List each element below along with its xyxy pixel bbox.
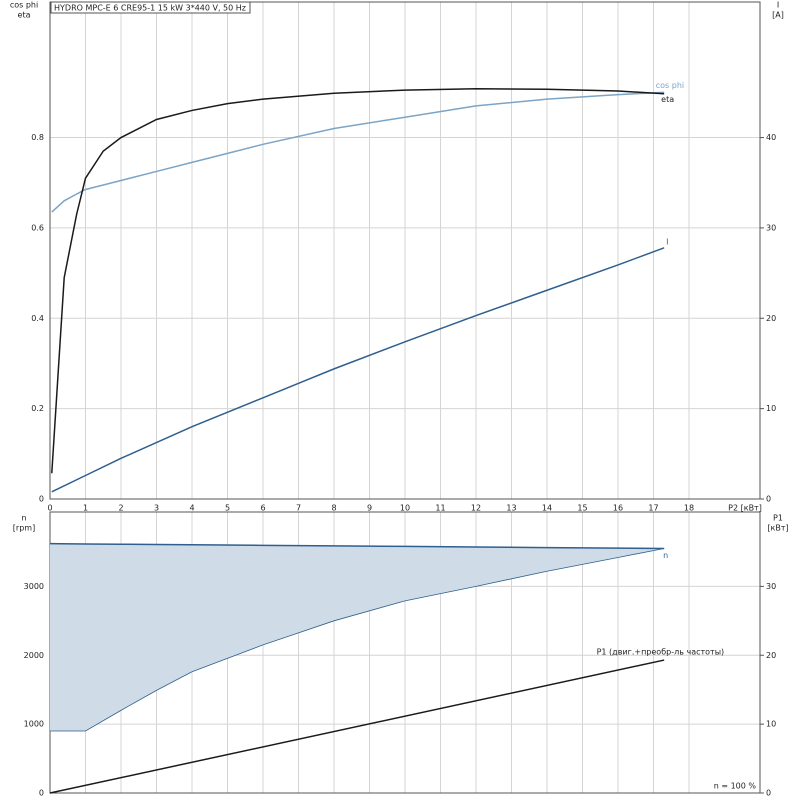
x-tick-label: 5	[225, 504, 230, 513]
y-tick-label: 0.8	[31, 133, 44, 142]
y2-tick-label: 0	[766, 789, 771, 798]
y2-label: P1	[773, 514, 783, 523]
y-label: eta	[18, 11, 31, 20]
y2-label: [A]	[772, 11, 784, 20]
x-tick-label: 16	[613, 504, 623, 513]
x-tick-label: 9	[367, 504, 372, 513]
y2-label: I	[777, 1, 779, 10]
x-tick-label: 7	[296, 504, 301, 513]
x-tick-label: 3	[154, 504, 159, 513]
x-tick-label: 10	[400, 504, 410, 513]
annotation: n = 100 %	[714, 782, 757, 791]
y2-tick-label: 30	[766, 582, 776, 591]
x-tick-label: 6	[260, 504, 265, 513]
top-frame	[49, 1, 761, 500]
x-tick-label: 4	[189, 504, 194, 513]
series-line	[51, 247, 665, 493]
y2-tick-label: 30	[766, 223, 776, 232]
y-label: cos phi	[10, 1, 38, 10]
chart-title: HYDRO MPC-E 6 CRE95-1 15 kW 3*440 V, 50 …	[54, 4, 246, 13]
y-tick-label: 0	[39, 495, 44, 504]
y-tick-label: 2000	[24, 651, 44, 660]
series-label: I	[666, 237, 668, 246]
y-tick-label: 1000	[24, 720, 44, 729]
x-tick-label: 1	[83, 504, 88, 513]
y-label: n	[21, 514, 26, 523]
series-line	[51, 91, 665, 213]
x-tick-label: 0	[47, 504, 52, 513]
x-tick-label: 8	[331, 504, 336, 513]
y-label: [rpm]	[13, 524, 35, 533]
y2-tick-label: 0	[766, 495, 771, 504]
x-tick-label: 2	[118, 504, 123, 513]
series-label: eta	[661, 95, 674, 104]
x-tick-label: 14	[542, 504, 552, 513]
y-tick-label: 0.6	[31, 223, 44, 232]
x-tick-label: 18	[684, 504, 694, 513]
title-box	[50, 1, 251, 14]
series-label: P1 (двиг.+преобр-ль частоты)	[597, 648, 725, 657]
grid	[49, 2, 760, 794]
series-label: cos phi	[656, 81, 684, 90]
x-label: P2 [кВт]	[728, 504, 762, 513]
series-line	[51, 87, 665, 474]
series-line	[49, 542, 665, 550]
series-line	[49, 659, 665, 794]
x-tick-label: 15	[577, 504, 587, 513]
range-area	[50, 543, 665, 732]
y2-tick-label: 20	[766, 651, 776, 660]
x-tick-label: 13	[506, 504, 516, 513]
y-tick-label: 0	[39, 789, 44, 798]
x-tick-label: 12	[471, 504, 481, 513]
range-lower-line	[50, 548, 665, 732]
y2-tick-label: 10	[766, 404, 776, 413]
series-label: n	[663, 551, 668, 560]
y2-tick-label: 40	[766, 133, 776, 142]
x-tick-label: 17	[648, 504, 658, 513]
y2-tick-label: 20	[766, 314, 776, 323]
y-tick-label: 0.2	[31, 404, 44, 413]
y-tick-label: 0.4	[31, 314, 44, 323]
y2-label: [кВт]	[767, 524, 788, 533]
y-tick-label: 3000	[24, 582, 44, 591]
y2-tick-label: 10	[766, 720, 776, 729]
x-tick-label: 11	[435, 504, 445, 513]
